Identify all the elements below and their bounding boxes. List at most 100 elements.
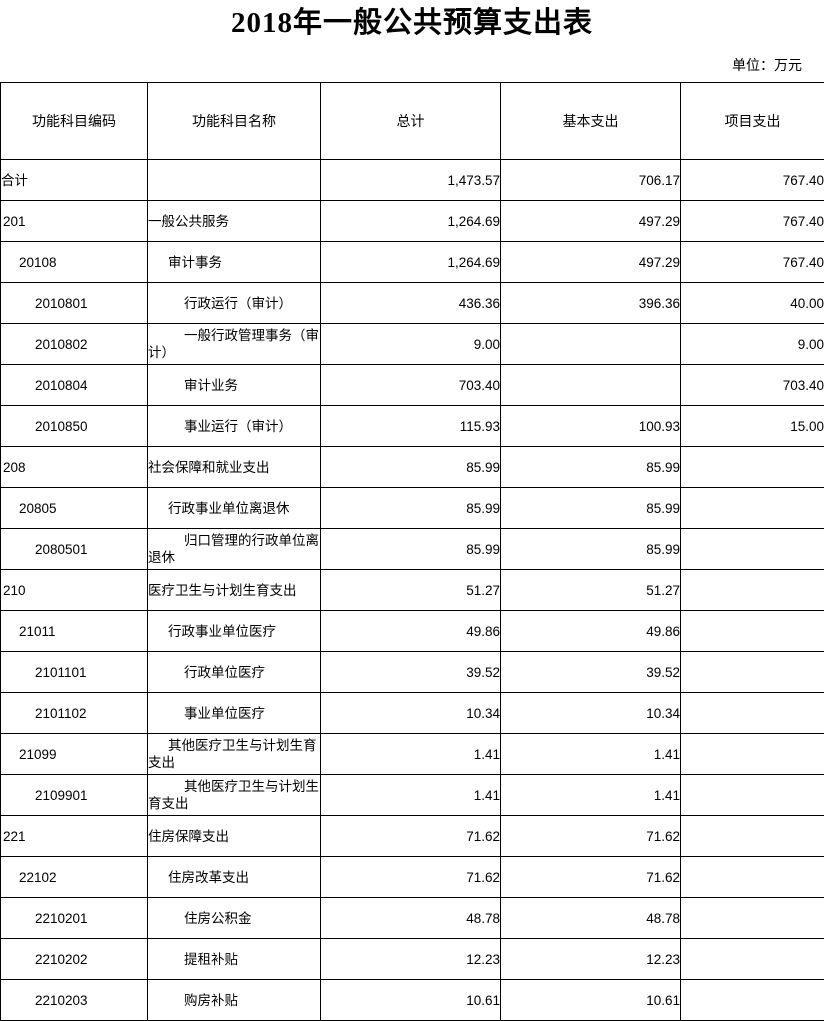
cell-basic: 100.93 <box>501 406 681 447</box>
cell-basic: 10.61 <box>501 980 681 1021</box>
cell-total: 39.52 <box>321 652 501 693</box>
column-header-code: 功能科目编码 <box>1 83 148 160</box>
cell-code: 20108 <box>1 242 148 283</box>
cell-total: 71.62 <box>321 857 501 898</box>
cell-proj: 9.00 <box>681 324 824 365</box>
cell-total: 115.93 <box>321 406 501 447</box>
cell-name: 其他医疗卫生与计划生育支出 <box>148 775 321 816</box>
cell-name: 行政事业单位医疗 <box>148 611 321 652</box>
column-header-name: 功能科目名称 <box>148 83 321 160</box>
column-header-proj: 项目支出 <box>681 83 824 160</box>
cell-code: 2210201 <box>1 898 148 939</box>
cell-total: 1,473.57 <box>321 160 501 201</box>
cell-code: 2210203 <box>1 980 148 1021</box>
cell-code: 2109901 <box>1 775 148 816</box>
cell-name: 医疗卫生与计划生育支出 <box>148 570 321 611</box>
unit-note: 单位：万元 <box>0 38 824 82</box>
cell-name: 购房补贴 <box>148 980 321 1021</box>
cell-proj <box>681 570 824 611</box>
cell-code: 合计 <box>1 160 148 201</box>
cell-total: 703.40 <box>321 365 501 406</box>
cell-code: 2101102 <box>1 693 148 734</box>
cell-name <box>148 160 321 201</box>
cell-basic: 51.27 <box>501 570 681 611</box>
cell-name: 归口管理的行政单位离退休 <box>148 529 321 570</box>
cell-name: 事业单位医疗 <box>148 693 321 734</box>
cell-name: 社会保障和就业支出 <box>148 447 321 488</box>
cell-total: 10.34 <box>321 693 501 734</box>
cell-total: 10.61 <box>321 980 501 1021</box>
cell-proj <box>681 611 824 652</box>
cell-proj <box>681 447 824 488</box>
cell-total: 85.99 <box>321 447 501 488</box>
page-title: 2018年一般公共预算支出表 <box>0 0 824 38</box>
cell-name: 行政单位医疗 <box>148 652 321 693</box>
table-header-row: 功能科目编码 功能科目名称 总计 基本支出 项目支出 <box>1 83 824 160</box>
cell-basic: 497.29 <box>501 201 681 242</box>
cell-code: 21011 <box>1 611 148 652</box>
cell-total: 51.27 <box>321 570 501 611</box>
cell-basic: 39.52 <box>501 652 681 693</box>
cell-total: 49.86 <box>321 611 501 652</box>
cell-proj: 767.40 <box>681 242 824 283</box>
column-header-basic: 基本支出 <box>501 83 681 160</box>
cell-basic: 71.62 <box>501 857 681 898</box>
cell-basic: 85.99 <box>501 529 681 570</box>
cell-code: 2101101 <box>1 652 148 693</box>
cell-name: 审计事务 <box>148 242 321 283</box>
cell-proj: 703.40 <box>681 365 824 406</box>
cell-basic: 48.78 <box>501 898 681 939</box>
cell-basic: 497.29 <box>501 242 681 283</box>
cell-proj <box>681 488 824 529</box>
cell-total: 85.99 <box>321 529 501 570</box>
cell-proj <box>681 857 824 898</box>
cell-total: 1,264.69 <box>321 242 501 283</box>
cell-proj: 767.40 <box>681 201 824 242</box>
cell-code: 2080501 <box>1 529 148 570</box>
cell-total: 1.41 <box>321 775 501 816</box>
cell-proj: 767.40 <box>681 160 824 201</box>
cell-proj <box>681 980 824 1021</box>
cell-code: 221 <box>1 816 148 857</box>
cell-basic <box>501 324 681 365</box>
column-header-total: 总计 <box>321 83 501 160</box>
cell-basic: 49.86 <box>501 611 681 652</box>
cell-name: 住房改革支出 <box>148 857 321 898</box>
cell-total: 1.41 <box>321 734 501 775</box>
cell-code: 2210202 <box>1 939 148 980</box>
cell-proj <box>681 898 824 939</box>
cell-total: 1,264.69 <box>321 201 501 242</box>
cell-total: 12.23 <box>321 939 501 980</box>
cell-total: 85.99 <box>321 488 501 529</box>
cell-name: 行政事业单位离退休 <box>148 488 321 529</box>
cell-code: 2010802 <box>1 324 148 365</box>
cell-name: 提租补贴 <box>148 939 321 980</box>
cell-proj: 15.00 <box>681 406 824 447</box>
cell-basic: 706.17 <box>501 160 681 201</box>
cell-code: 208 <box>1 447 148 488</box>
cell-basic <box>501 365 681 406</box>
cell-basic: 396.36 <box>501 283 681 324</box>
cell-proj <box>681 693 824 734</box>
cell-name: 审计业务 <box>148 365 321 406</box>
cell-basic: 1.41 <box>501 734 681 775</box>
cell-code: 2010801 <box>1 283 148 324</box>
